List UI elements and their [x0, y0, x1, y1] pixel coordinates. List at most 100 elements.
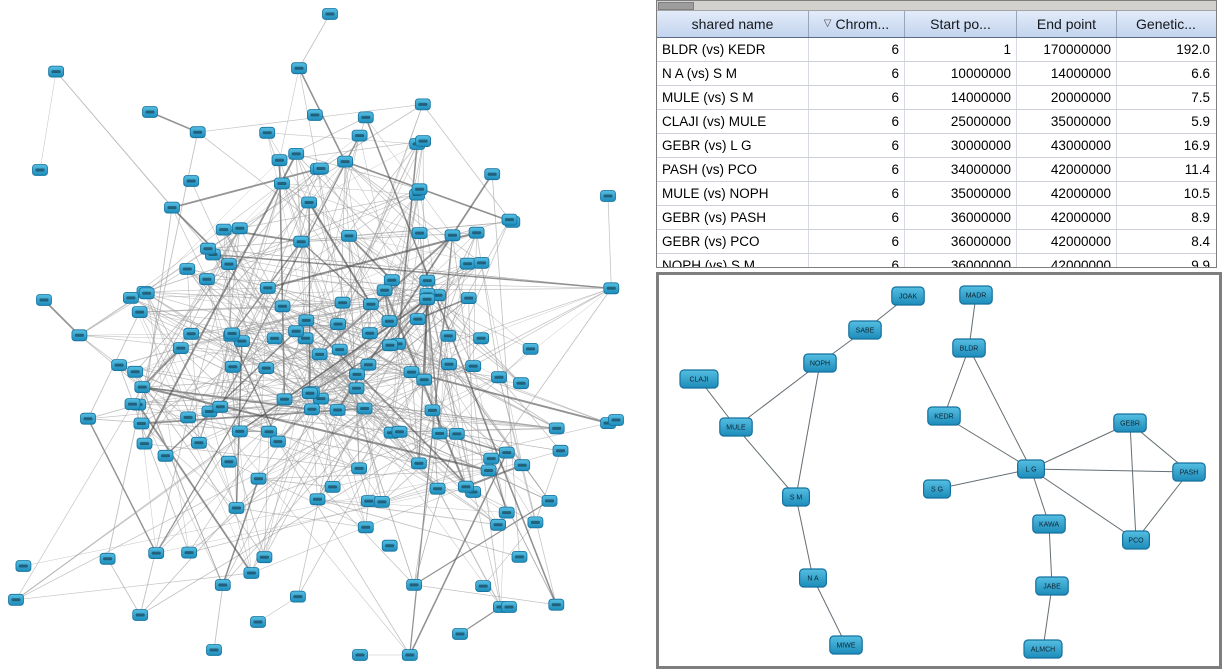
network-edge[interactable]: [79, 334, 522, 384]
network-node[interactable]: [360, 358, 377, 371]
network-node[interactable]: [124, 398, 141, 411]
network-node[interactable]: [383, 274, 400, 287]
table-row[interactable]: NOPH (vs) S M 6 36000000 42000000 9.9: [657, 254, 1216, 267]
table-cell[interactable]: 42000000: [1017, 182, 1117, 205]
network-node[interactable]: [250, 616, 266, 628]
table-cell[interactable]: 5.9: [1191, 114, 1210, 129]
network-node[interactable]: [293, 235, 310, 248]
network-node[interactable]: [403, 366, 420, 379]
network-edge[interactable]: [281, 183, 420, 234]
network-edge[interactable]: [413, 433, 458, 585]
network-edge[interactable]: [171, 168, 319, 208]
network-node[interactable]: [410, 457, 427, 470]
network-node[interactable]: [360, 495, 377, 508]
table-cell[interactable]: MULE (vs) NOPH: [657, 182, 809, 205]
network-edge[interactable]: [332, 432, 392, 488]
network-node[interactable]: [273, 177, 290, 190]
network-node-s-m[interactable]: S M: [781, 487, 810, 507]
network-edge[interactable]: [206, 278, 612, 289]
network-node[interactable]: [172, 342, 189, 355]
network-edge[interactable]: [452, 235, 502, 608]
network-edge[interactable]: [188, 416, 419, 464]
network-edge[interactable]: [279, 68, 300, 161]
network-node[interactable]: [416, 373, 433, 386]
network-edge[interactable]: [139, 311, 370, 334]
network-node[interactable]: [382, 339, 398, 352]
network-edge[interactable]: [295, 153, 369, 365]
network-edge[interactable]: [191, 333, 400, 433]
network-node[interactable]: [148, 547, 165, 559]
network-edge[interactable]: [236, 371, 412, 509]
table-cell[interactable]: 1: [905, 38, 1017, 61]
network-node[interactable]: [381, 315, 398, 328]
table-cell[interactable]: CLAJI (vs) MULE: [657, 110, 809, 133]
network-node[interactable]: [376, 284, 393, 297]
network-edge[interactable]: [277, 441, 415, 586]
network-edge[interactable]: [107, 558, 141, 616]
network-edge[interactable]: [365, 117, 453, 236]
column-header-shared-name[interactable]: shared name: [657, 11, 809, 37]
table-cell[interactable]: 6.6: [1191, 66, 1210, 81]
network-node-bldr[interactable]: BLDR: [952, 338, 986, 358]
network-node[interactable]: [484, 168, 501, 181]
network-edge[interactable]: [198, 335, 232, 443]
network-node-mule[interactable]: MULE: [719, 417, 753, 437]
network-edge[interactable]: [139, 417, 189, 616]
network-edge[interactable]: [368, 364, 450, 502]
network-node[interactable]: [362, 298, 379, 311]
table-cell[interactable]: 42000000: [1017, 254, 1117, 267]
network-node[interactable]: [552, 444, 569, 457]
network-edge[interactable]: [411, 372, 420, 464]
network-edge[interactable]: [187, 268, 322, 399]
network-node[interactable]: [258, 362, 275, 375]
network-edge[interactable]: [391, 343, 399, 433]
network-edge[interactable]: [383, 289, 467, 488]
network-node[interactable]: [348, 382, 365, 395]
table-cell[interactable]: 42000000: [1017, 158, 1117, 181]
table-cell[interactable]: 35000000: [905, 182, 1017, 205]
network-node[interactable]: [200, 242, 216, 255]
table-cell[interactable]: 34000000: [905, 158, 1017, 181]
network-edge[interactable]: [206, 194, 418, 280]
network-edge[interactable]: [239, 287, 269, 432]
network-edge[interactable]: [209, 287, 269, 412]
network-edge[interactable]: [142, 386, 313, 411]
network-edge[interactable]: [15, 572, 252, 601]
network-node[interactable]: [212, 400, 229, 413]
network-node[interactable]: [71, 329, 88, 342]
network-edge[interactable]: [317, 168, 531, 350]
network-node[interactable]: [301, 387, 318, 400]
network-edge[interactable]: [300, 241, 358, 375]
network-node[interactable]: [406, 579, 423, 591]
network-node[interactable]: [274, 300, 291, 313]
network-edge[interactable]: [258, 287, 269, 479]
network-edge[interactable]: [426, 293, 433, 411]
table-cell[interactable]: 6: [809, 38, 905, 61]
network-node[interactable]: [491, 371, 507, 384]
network-edge[interactable]: [481, 262, 523, 466]
table-cell[interactable]: 42000000: [1017, 206, 1117, 229]
network-edge-n-a-miwe[interactable]: [812, 577, 847, 646]
network-edge[interactable]: [228, 461, 366, 528]
network-node[interactable]: [600, 190, 616, 202]
network-node[interactable]: [498, 446, 515, 459]
network-edge[interactable]: [231, 290, 385, 336]
network-node[interactable]: [266, 332, 283, 345]
network-edge[interactable]: [300, 241, 367, 528]
network-node[interactable]: [501, 213, 518, 226]
table-cell[interactable]: MULE (vs) S M: [657, 86, 809, 109]
network-node[interactable]: [603, 282, 620, 295]
network-edge[interactable]: [491, 174, 520, 557]
network-node[interactable]: [215, 223, 232, 236]
network-edge[interactable]: [356, 287, 612, 375]
network-node[interactable]: [608, 414, 624, 426]
column-header-genetic[interactable]: Genetic...: [1117, 11, 1215, 37]
network-edge[interactable]: [228, 263, 499, 525]
network-edge[interactable]: [236, 507, 366, 528]
network-node[interactable]: [441, 358, 457, 371]
table-cell[interactable]: 14000000: [1017, 62, 1117, 85]
network-edge[interactable]: [414, 584, 557, 606]
network-node[interactable]: [288, 325, 305, 338]
network-edge[interactable]: [156, 486, 466, 554]
network-node[interactable]: [181, 546, 198, 559]
